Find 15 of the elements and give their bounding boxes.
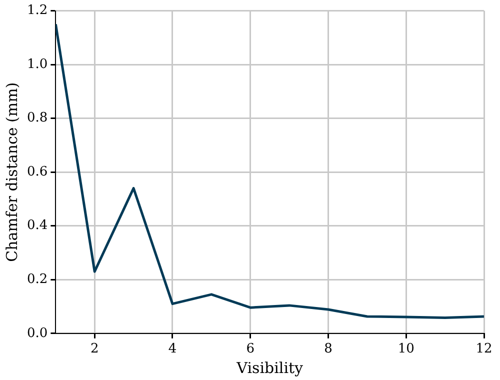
y-tick-label: 1.0 bbox=[26, 56, 48, 72]
x-tick-label: 10 bbox=[398, 342, 414, 357]
x-tick-label: 8 bbox=[324, 342, 332, 357]
y-tick-label: 0.8 bbox=[26, 110, 48, 126]
y-tick-label: 0.2 bbox=[26, 272, 48, 288]
y-tick-label: 0.0 bbox=[26, 326, 48, 341]
x-tick-label: 4 bbox=[168, 342, 177, 357]
x-tick-label: 6 bbox=[246, 342, 255, 357]
y-tick-label: 1.2 bbox=[26, 3, 48, 18]
y-tick-label: 0.4 bbox=[26, 218, 48, 234]
y-tick-label: 0.6 bbox=[26, 164, 48, 180]
x-tick-label: 12 bbox=[476, 342, 492, 357]
y-axis-title: Chamfer distance (mm) bbox=[2, 82, 21, 262]
x-tick-label: 2 bbox=[90, 342, 99, 357]
x-axis-title: Visibility bbox=[236, 358, 304, 377]
